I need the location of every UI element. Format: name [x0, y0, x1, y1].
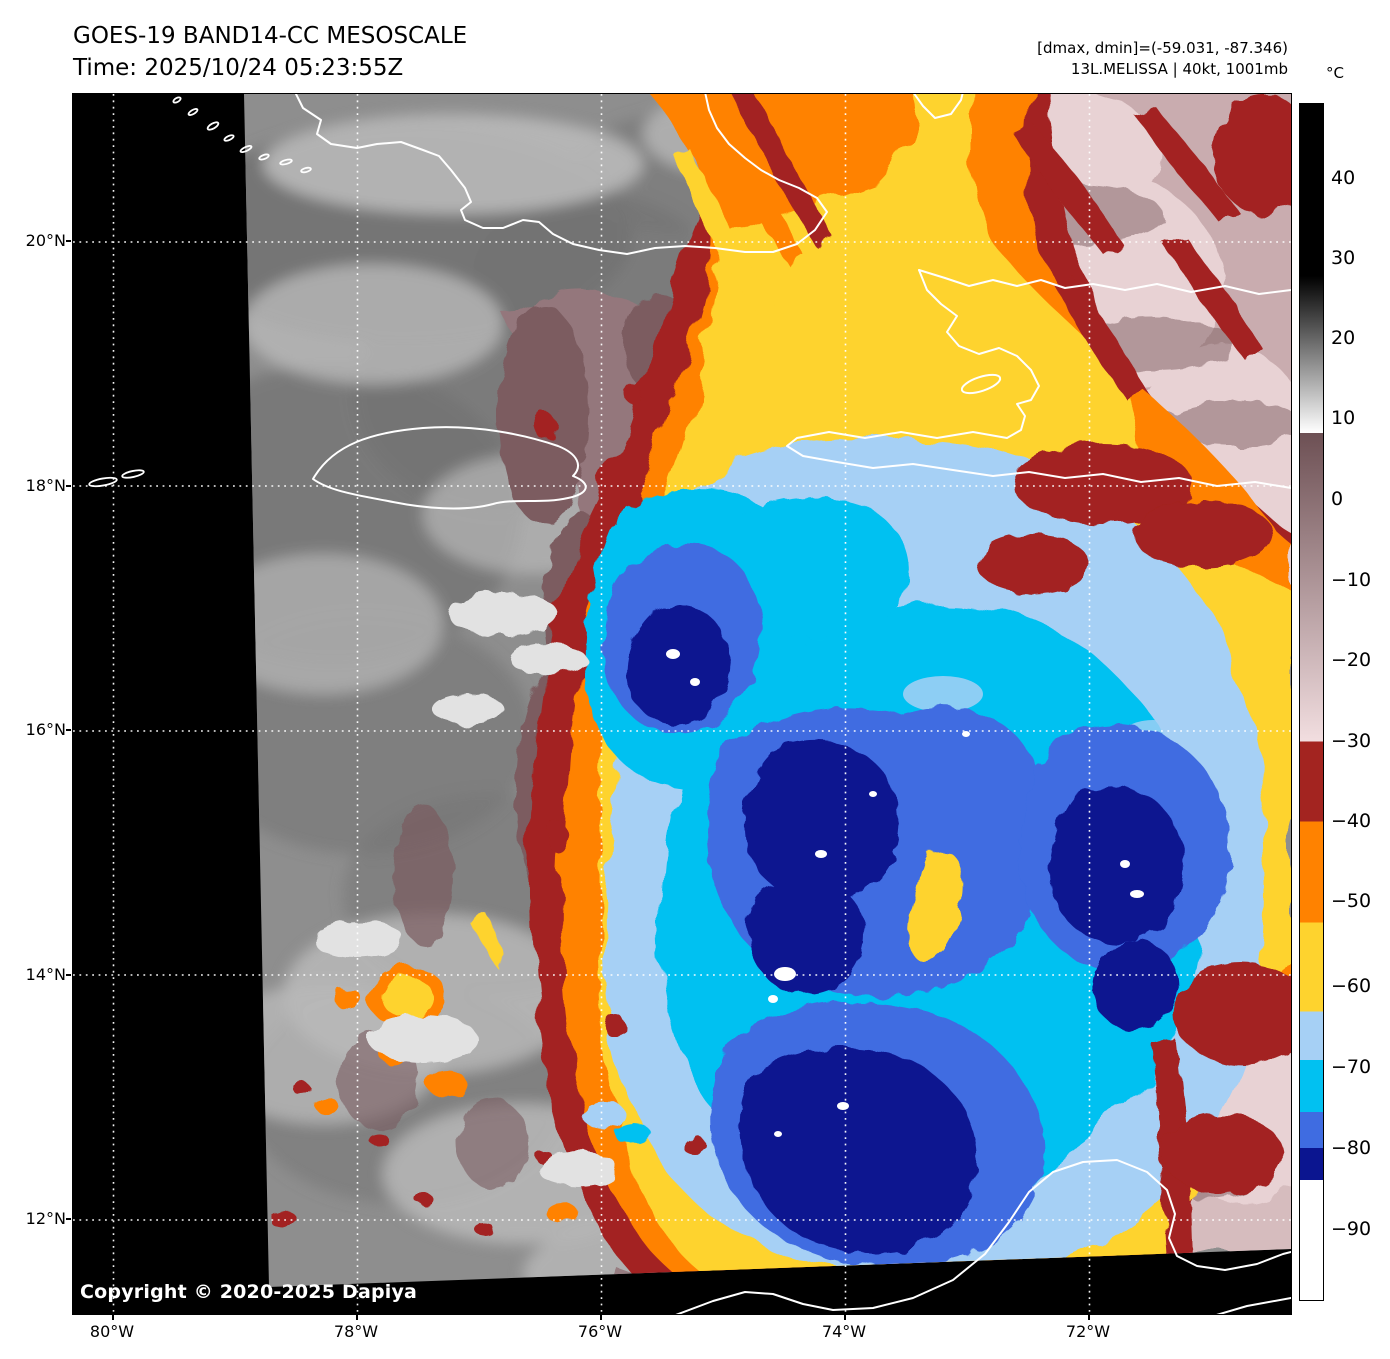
lat-label-18n: 18°N [25, 476, 66, 495]
colorbar-tick-label: 40 [1331, 167, 1356, 190]
coastline-gonave-island [960, 373, 1002, 395]
colorbar [1299, 103, 1324, 1301]
coastline-layer [88, 94, 1291, 1314]
lon-label-74w: 74°W [821, 1322, 867, 1341]
timestamp: Time: 2025/10/24 05:23:55Z [73, 55, 404, 81]
lat-label-20n: 20°N [25, 231, 66, 250]
coastline-cuba-ne [913, 94, 964, 119]
dmax-dmin-readout: [dmax, dmin]=(-59.031, -87.346) [1037, 39, 1288, 57]
colorbar-tick-label: −10 [1331, 569, 1372, 592]
colorbar-tick-label: −30 [1331, 729, 1372, 752]
colorbar-unit-label: °C [1326, 64, 1344, 82]
overshooting-tops-white [666, 649, 1144, 1137]
axis-tick [844, 1315, 846, 1320]
copyright-text: Copyright © 2020-2025 Dapiya [80, 1281, 418, 1303]
colorbar-tick-label: 10 [1331, 407, 1356, 430]
colorbar-tick-label: −50 [1331, 889, 1372, 912]
lon-label-76w: 76°W [577, 1322, 623, 1341]
colorbar-tick-label: −20 [1331, 649, 1372, 672]
axis-tick [600, 1315, 602, 1320]
island-outlines [88, 96, 312, 488]
axis-tick [356, 1315, 358, 1320]
axis-tick [112, 1315, 114, 1320]
colorbar-tick-label: 20 [1331, 327, 1356, 350]
coastline-south-america [675, 1159, 1291, 1314]
colorbar-tick-label: −40 [1331, 809, 1372, 832]
storm-status-readout: 13L.MELISSA | 40kt, 1001mb [1070, 60, 1288, 78]
colorbar-tick-label: −60 [1331, 974, 1372, 997]
axis-tick [1088, 1315, 1090, 1320]
coastline-cuba [294, 94, 828, 255]
lon-label-78w: 78°W [333, 1322, 379, 1341]
map-frame [72, 93, 1292, 1315]
colorbar-tick-label: −90 [1331, 1217, 1372, 1240]
colorbar-tick-label: −70 [1331, 1055, 1372, 1078]
axis-tick [66, 974, 71, 976]
page-title: GOES-19 BAND14-CC MESOSCALE [73, 23, 468, 49]
axis-tick [66, 240, 71, 242]
lon-label-80w: 80°W [89, 1322, 135, 1341]
coastline-south-america-2 [1216, 1297, 1291, 1314]
colorbar-tick-label: 0 [1331, 488, 1344, 511]
satellite-canvas [73, 94, 1291, 1314]
header-right: [dmax, dmin]=(-59.031, -87.346) 13L.MELI… [880, 38, 1288, 80]
axis-tick [66, 729, 71, 731]
lon-label-72w: 72°W [1065, 1322, 1111, 1341]
colorbar-gradient [1300, 104, 1323, 1300]
cold-core-navy [626, 606, 1184, 1255]
graticule-layer [73, 94, 1291, 1314]
colorbar-tick-label: −80 [1331, 1136, 1372, 1159]
lat-label-14n: 14°N [25, 965, 66, 984]
lat-label-12n: 12°N [25, 1209, 66, 1228]
colorbar-ticks: 40 30 20 10 0 −10 −20 −30 −40 −50 −60 −70 −80 −90 [1331, 103, 1387, 1299]
axis-tick [66, 1218, 71, 1220]
colorbar-tick-label: 30 [1331, 247, 1356, 270]
axis-tick [66, 485, 71, 487]
convective-cells [269, 94, 1291, 1287]
coastline-hispaniola-south [786, 269, 1291, 489]
lat-label-16n: 16°N [25, 720, 66, 739]
header-left: GOES-19 BAND14-CC MESOSCALE Time: 2025/1… [73, 20, 467, 84]
satellite-data-region [244, 94, 1291, 1287]
coastline-hispaniola-north [918, 269, 1291, 295]
